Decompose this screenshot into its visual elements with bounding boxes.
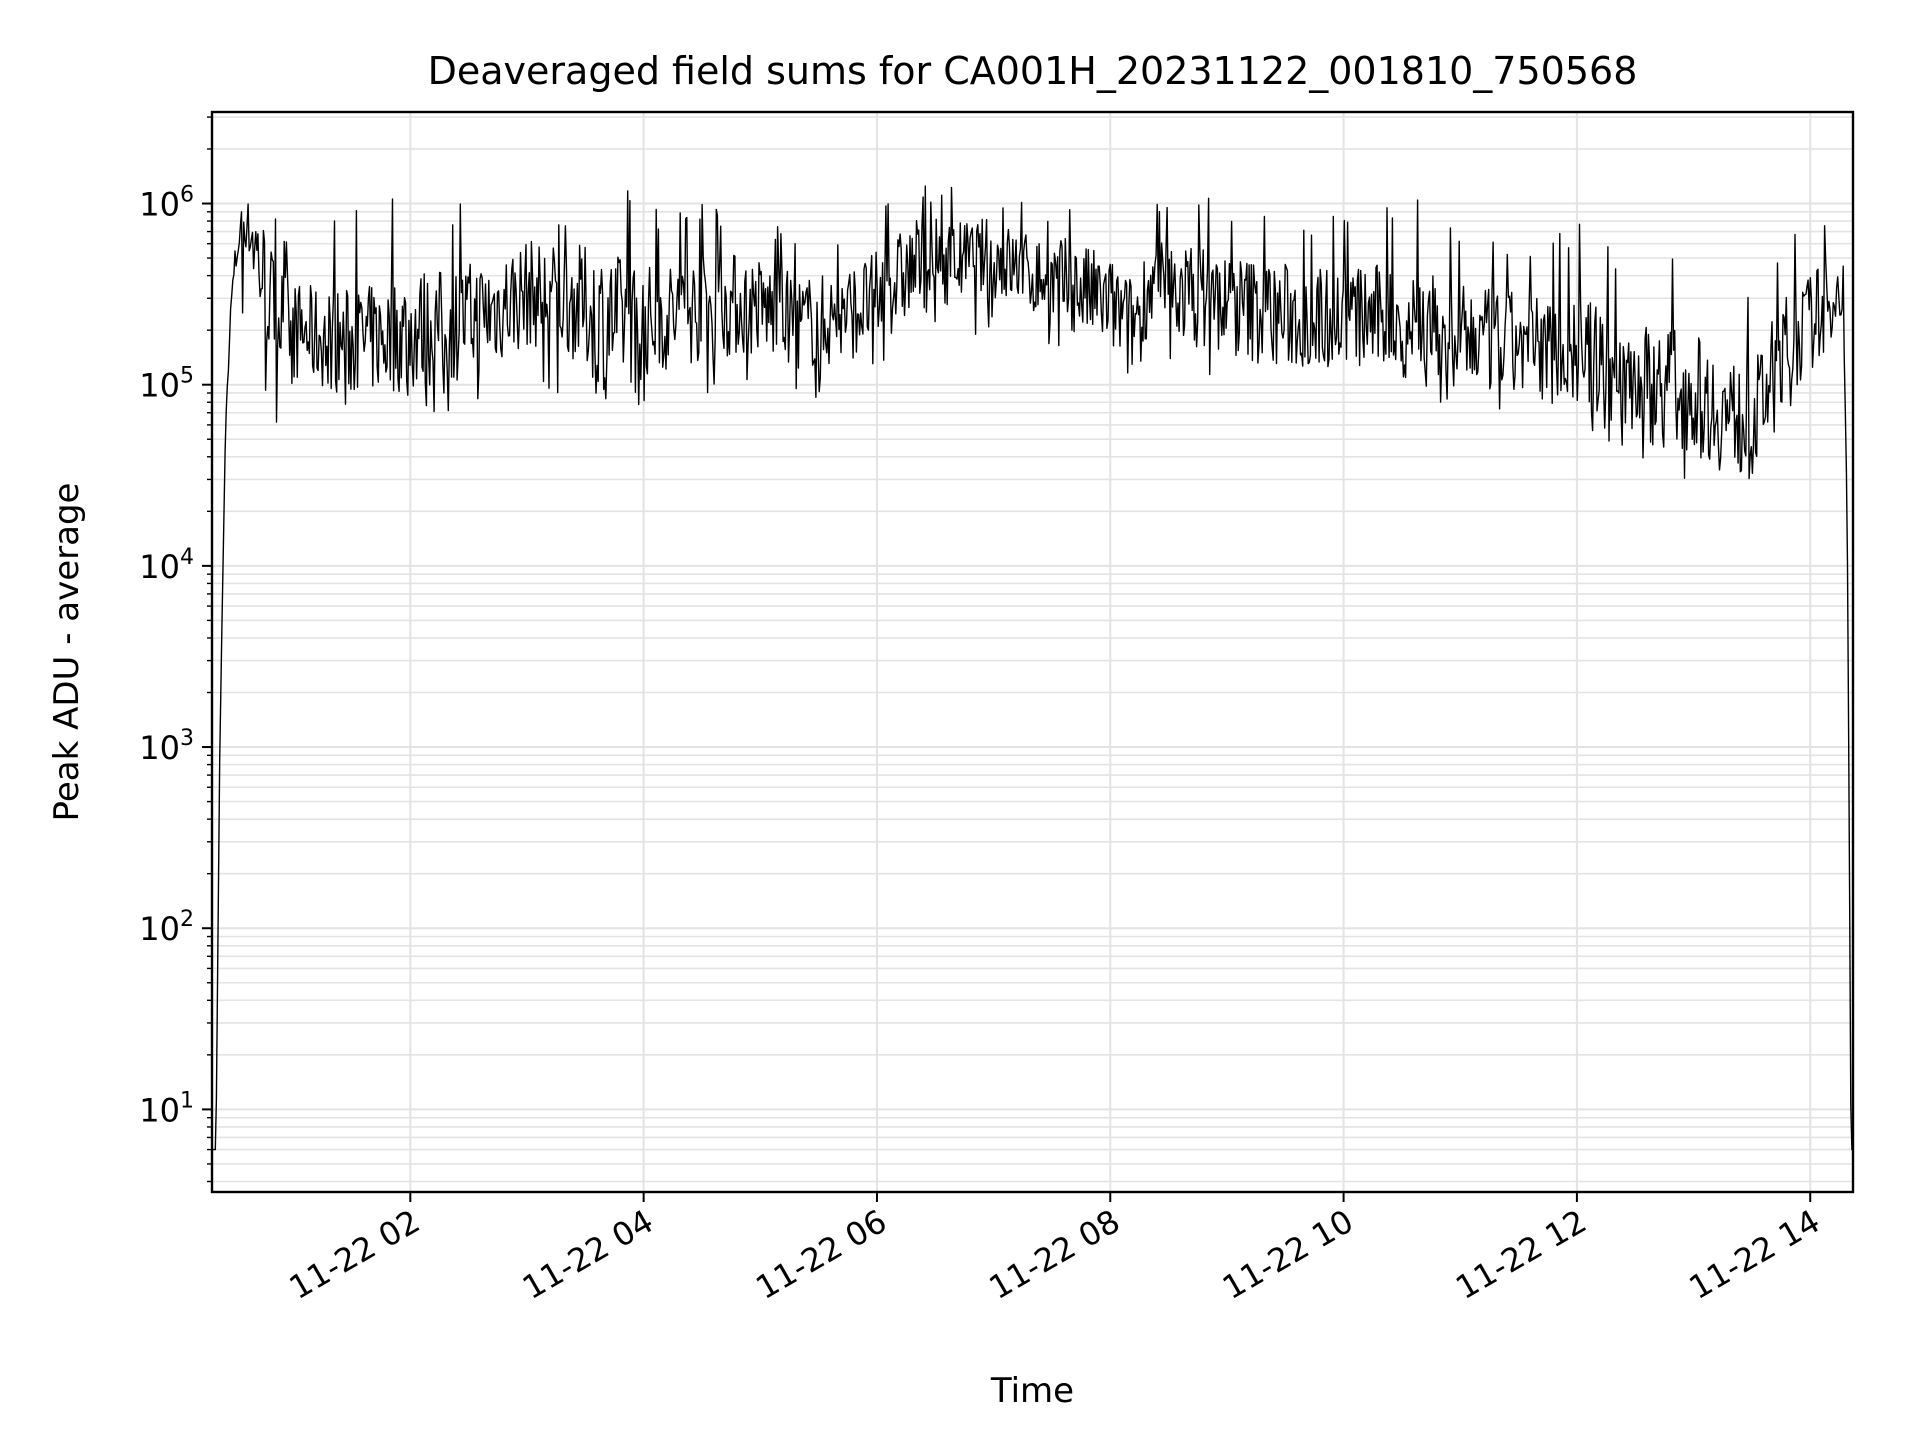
y-tick-label: 101 — [139, 1088, 194, 1129]
chart-title: Deaveraged field sums for CA001H_2023112… — [428, 49, 1638, 93]
y-tick-label: 104 — [139, 545, 194, 586]
x-axis-label: Time — [990, 1371, 1074, 1411]
y-axis: 101 102 103 104 105 106 — [139, 116, 212, 1183]
series-line — [212, 185, 1853, 1151]
y-tick-label: 105 — [139, 364, 194, 405]
plot-frame — [210, 110, 1855, 1194]
series-group — [212, 185, 1853, 1151]
y-tick-label: 106 — [139, 183, 194, 224]
y-tick-label: 103 — [139, 726, 194, 767]
y-tick-label: 102 — [139, 907, 194, 948]
y-axis-label: Peak ADU - average — [47, 483, 87, 822]
